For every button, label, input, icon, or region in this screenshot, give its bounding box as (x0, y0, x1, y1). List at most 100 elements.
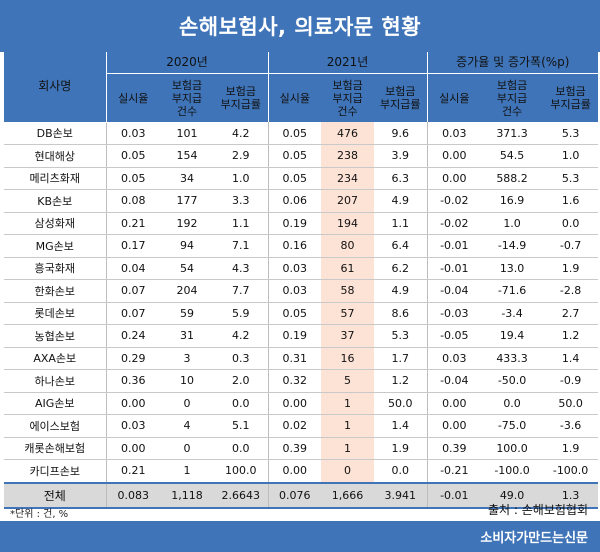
table-row: 삼성화재 0.21 192 1.1 0.19 194 1.1 -0.02 1.0 0.0 (4, 212, 599, 235)
cell-value: 0 (321, 459, 375, 483)
cell-value: 5 (321, 369, 375, 393)
subheader-4: 보험금 부지급 건수 (321, 73, 375, 122)
cell-value: -0.04 (426, 369, 482, 393)
cell-value: 54 (160, 257, 214, 280)
cell-value: 34 (160, 167, 214, 190)
cell-value: 371.3 (481, 122, 544, 145)
cell-value: 3.941 (374, 481, 428, 509)
cell-value: 16 (321, 347, 375, 370)
table-row: 에이스보험 0.03 4 5.1 0.02 1 1.4 0.00 -75.0 -3.6 (4, 414, 599, 438)
table-row: AXA손보 0.29 3 0.3 0.31 16 1.7 0.03 433.3 1.4 (4, 347, 599, 370)
cell-value: 50.0 (374, 392, 428, 415)
cell-value: 4.2 (214, 122, 269, 145)
table-row: KB손보 0.08 177 3.3 0.06 207 4.9 -0.02 16.9 1.6 (4, 189, 599, 213)
table-row: MG손보 0.17 94 7.1 0.16 80 6.4 -0.01 -14.9 -0.7 (4, 234, 599, 258)
table-row: 캐롯손해보험 0.00 0 0.0 0.39 1 1.9 0.39 100.0 1.9 (4, 437, 599, 460)
cell-value: 0.31 (267, 347, 322, 370)
cell-value: 192 (160, 212, 214, 235)
cell-value: 0.05 (105, 144, 160, 168)
company-name: 캐롯손해보험 (4, 437, 106, 460)
cell-value: 0.00 (426, 414, 482, 438)
cell-value: 204 (160, 279, 214, 303)
cell-value: 0.00 (105, 437, 160, 460)
cell-value: 0.08 (105, 189, 160, 213)
subheader-8: 보험금 부지급률 (543, 73, 599, 122)
cell-value: 238 (321, 144, 375, 168)
cell-value: 588.2 (481, 167, 544, 190)
header-company: 회사명 (4, 52, 106, 123)
footer-bar: 소비자가만드는신문 (0, 521, 600, 552)
cell-value: -2.8 (543, 279, 599, 303)
cell-value: 0.05 (267, 122, 322, 145)
cell-value: 1.9 (543, 437, 599, 460)
cell-value: 0.19 (267, 212, 322, 235)
cell-value: 1.2 (543, 324, 599, 348)
cell-value: 8.6 (374, 302, 428, 325)
publisher-name: 소비자가만드는신문 (480, 531, 588, 546)
cell-value: 1.4 (374, 414, 428, 438)
cell-value: 5.3 (543, 167, 599, 190)
cell-value: 0.00 (426, 144, 482, 168)
cell-value: 4.9 (374, 189, 428, 213)
cell-value: 0.00 (426, 167, 482, 190)
cell-value: 1.1 (374, 212, 428, 235)
cell-value: 0.05 (105, 167, 160, 190)
cell-value: -3.4 (481, 302, 544, 325)
cell-value: 0.07 (105, 302, 160, 325)
company-name: 현대해상 (4, 144, 106, 168)
table-row: 흥국화재 0.04 54 4.3 0.03 61 6.2 -0.01 13.0 1.9 (4, 257, 599, 280)
cell-value: 57 (321, 302, 375, 325)
cell-value: 101 (160, 122, 214, 145)
cell-value: 0.04 (105, 257, 160, 280)
cell-value: 50.0 (543, 392, 599, 415)
cell-value: 7.7 (214, 279, 269, 303)
company-name: MG손보 (4, 234, 106, 258)
subheader-5: 보험금 부지급률 (374, 73, 428, 122)
cell-value: 10 (160, 369, 214, 393)
cell-value: 0.21 (105, 459, 160, 483)
cell-value: 0.00 (267, 459, 322, 483)
cell-value: 4.2 (214, 324, 269, 348)
cell-value: 19.4 (481, 324, 544, 348)
cell-value: 1,666 (321, 481, 375, 509)
total-row: 전체 0.083 1,118 2.6643 0.076 1,666 3.941 -0.01 49… (4, 481, 599, 509)
cell-value: 49.0 (481, 481, 544, 509)
cell-value: 3.3 (214, 189, 269, 213)
cell-value: 1.0 (543, 144, 599, 168)
cell-value: 1.0 (214, 167, 269, 190)
cell-value: 0.17 (105, 234, 160, 258)
cell-value: 59 (160, 302, 214, 325)
cell-value: -14.9 (481, 234, 544, 258)
cell-value: -71.6 (481, 279, 544, 303)
cell-value: 0.0 (374, 459, 428, 483)
cell-value: -0.05 (426, 324, 482, 348)
cell-value: -0.7 (543, 234, 599, 258)
cell-value: 16.9 (481, 189, 544, 213)
cell-value: 0.05 (267, 144, 322, 168)
table-row: 메리츠화재 0.05 34 1.0 0.05 234 6.3 0.00 588.2 5.3 (4, 167, 599, 190)
cell-value: 4.9 (374, 279, 428, 303)
cell-value: 5.9 (214, 302, 269, 325)
cell-value: 5.3 (374, 324, 428, 348)
cell-value: 6.4 (374, 234, 428, 258)
cell-value: 61 (321, 257, 375, 280)
cell-value: -0.01 (426, 234, 482, 258)
company-name: 흥국화재 (4, 257, 106, 280)
subheader-3: 실시율 (267, 73, 322, 122)
table-row: 농협손보 0.24 31 4.2 0.19 37 5.3 -0.05 19.4 1.2 (4, 324, 599, 348)
cell-value: 54.5 (481, 144, 544, 168)
cell-value: 0.03 (426, 122, 482, 145)
cell-value: 0.03 (267, 279, 322, 303)
cell-value: -0.21 (426, 459, 482, 483)
cell-value: 5.1 (214, 414, 269, 438)
header-2020: 2020년 (105, 52, 269, 74)
cell-value: 0.19 (267, 324, 322, 348)
cell-value: 0.21 (105, 212, 160, 235)
cell-value: 1 (321, 437, 375, 460)
company-name: AXA손보 (4, 347, 106, 370)
cell-value: 100.0 (481, 437, 544, 460)
cell-value: -0.01 (426, 257, 482, 280)
cell-value: 9.6 (374, 122, 428, 145)
company-name: 카디프손보 (4, 459, 106, 483)
subheader-6: 실시율 (426, 73, 482, 122)
